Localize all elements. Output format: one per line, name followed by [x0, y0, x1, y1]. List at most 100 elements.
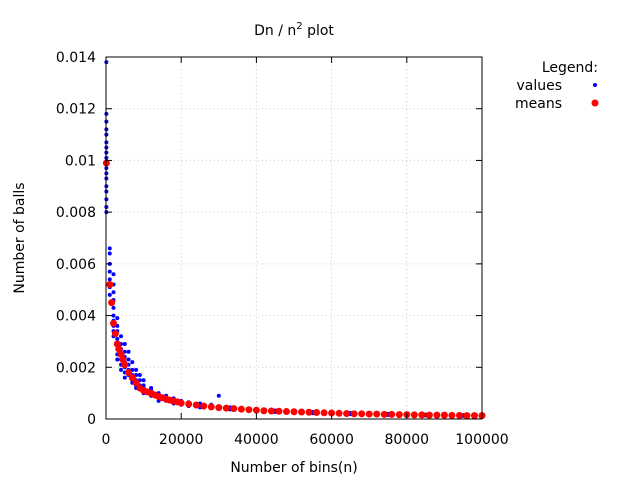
- means-point: [343, 410, 351, 418]
- means-point: [125, 368, 133, 376]
- values-point: [107, 269, 112, 274]
- means-point: [121, 361, 129, 369]
- means-point: [222, 404, 230, 412]
- means-point: [237, 405, 245, 413]
- means-point: [108, 299, 116, 307]
- means-point: [192, 401, 200, 409]
- means-point: [433, 411, 441, 419]
- y-axis-ticks: 0 0.002 0.004 0.006 0.008 0.01 0.012 0.014: [56, 50, 482, 428]
- means-point: [335, 409, 343, 417]
- y-tick-label: 0.014: [56, 50, 96, 66]
- chart-title-superscript: 2: [296, 21, 302, 32]
- means-point: [395, 411, 403, 419]
- values-point: [216, 393, 221, 398]
- means-point: [200, 402, 208, 410]
- means-point: [425, 411, 433, 419]
- legend-title: Legend:: [542, 60, 598, 76]
- means-point: [267, 407, 275, 415]
- legend-label-means: means: [515, 96, 562, 112]
- means-series: [102, 159, 486, 420]
- values-point: [130, 360, 135, 365]
- means-point: [110, 319, 118, 327]
- means-point: [365, 410, 373, 418]
- values-point: [111, 313, 116, 318]
- means-point: [128, 374, 136, 382]
- values-point: [119, 334, 124, 339]
- means-point: [440, 411, 448, 419]
- x-tick-label: 40000: [234, 432, 279, 448]
- means-point: [373, 410, 381, 418]
- values-point: [111, 305, 116, 310]
- means-point: [230, 405, 238, 413]
- values-point: [107, 277, 112, 282]
- chart-title-tail: plot: [303, 23, 335, 39]
- y-tick-label: 0.004: [56, 309, 96, 325]
- means-point: [313, 409, 321, 417]
- means-point: [132, 379, 140, 387]
- means-point: [290, 408, 298, 416]
- means-point: [305, 408, 313, 416]
- plot-frame: [105, 56, 483, 420]
- x-tick-label: 0: [102, 432, 111, 448]
- means-point: [106, 281, 114, 289]
- means-point: [418, 411, 426, 419]
- means-point: [275, 407, 283, 415]
- means-point: [260, 407, 268, 415]
- x-tick-label: 60000: [309, 432, 354, 448]
- x-tick-label: 20000: [159, 432, 204, 448]
- means-point: [245, 406, 253, 414]
- means-point: [380, 410, 388, 418]
- means-point: [388, 410, 396, 418]
- legend-marker-means: [591, 99, 599, 107]
- values-point: [126, 349, 131, 354]
- values-series: [104, 60, 484, 419]
- x-tick-label: 80000: [385, 432, 430, 448]
- x-tick-label: 100000: [455, 432, 508, 448]
- means-point: [282, 408, 290, 416]
- values-point: [122, 375, 127, 380]
- means-point: [350, 410, 358, 418]
- grid-lines: [106, 57, 482, 419]
- values-point: [141, 378, 146, 383]
- means-point: [252, 406, 260, 414]
- means-point: [470, 412, 478, 420]
- means-point: [298, 408, 306, 416]
- legend-label-values: values: [516, 78, 562, 94]
- means-point: [410, 411, 418, 419]
- y-tick-label: 0.012: [56, 102, 96, 118]
- means-point: [320, 409, 328, 417]
- values-point: [119, 367, 124, 372]
- y-axis-label: Number of balls: [12, 182, 28, 293]
- x-axis-label: Number of bins(n): [230, 460, 357, 476]
- values-point: [107, 251, 112, 256]
- y-tick-label: 0.006: [56, 257, 96, 273]
- values-point: [111, 290, 116, 295]
- means-point: [448, 411, 456, 419]
- values-point: [107, 292, 112, 297]
- values-point: [122, 342, 127, 347]
- means-point: [455, 411, 463, 419]
- y-tick-label: 0.002: [56, 360, 96, 376]
- legend: Legend: values means: [515, 60, 599, 112]
- means-point: [207, 403, 215, 411]
- means-point: [358, 410, 366, 418]
- means-point: [177, 399, 185, 407]
- chart-title-main: Dn / n: [254, 23, 296, 39]
- x-axis-ticks: 0 20000 40000 60000 80000 100000: [102, 57, 509, 448]
- values-point: [134, 367, 139, 372]
- means-point: [111, 330, 119, 338]
- y-tick-label: 0.008: [56, 205, 96, 221]
- means-point: [215, 404, 223, 412]
- values-point: [137, 373, 142, 378]
- chart-title: Dn / n2 plot: [254, 21, 334, 39]
- y-tick-label: 0.01: [65, 153, 96, 169]
- values-point: [115, 336, 120, 341]
- values-point: [115, 357, 120, 362]
- legend-marker-values: [593, 83, 597, 87]
- means-point: [463, 412, 471, 420]
- values-point: [107, 246, 112, 251]
- values-point: [115, 316, 120, 321]
- means-point: [185, 400, 193, 408]
- y-tick-label: 0: [87, 412, 96, 428]
